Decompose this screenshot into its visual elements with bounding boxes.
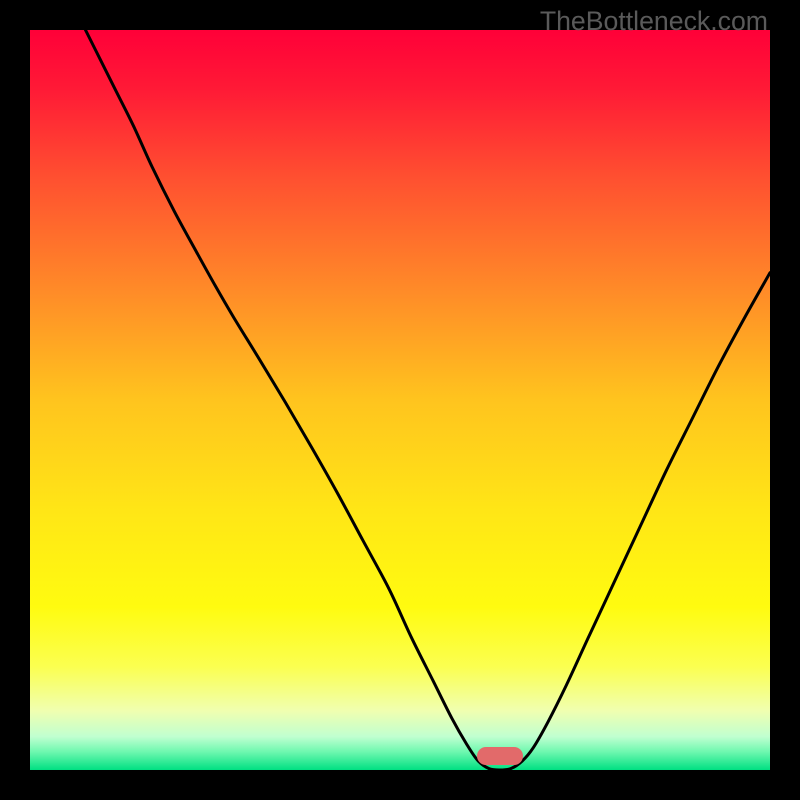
optimal-point-marker [477, 747, 523, 765]
plot-area [30, 30, 770, 770]
bottleneck-curve [30, 30, 770, 770]
watermark-text: TheBottleneck.com [540, 6, 768, 37]
chart-container: TheBottleneck.com [0, 0, 800, 800]
